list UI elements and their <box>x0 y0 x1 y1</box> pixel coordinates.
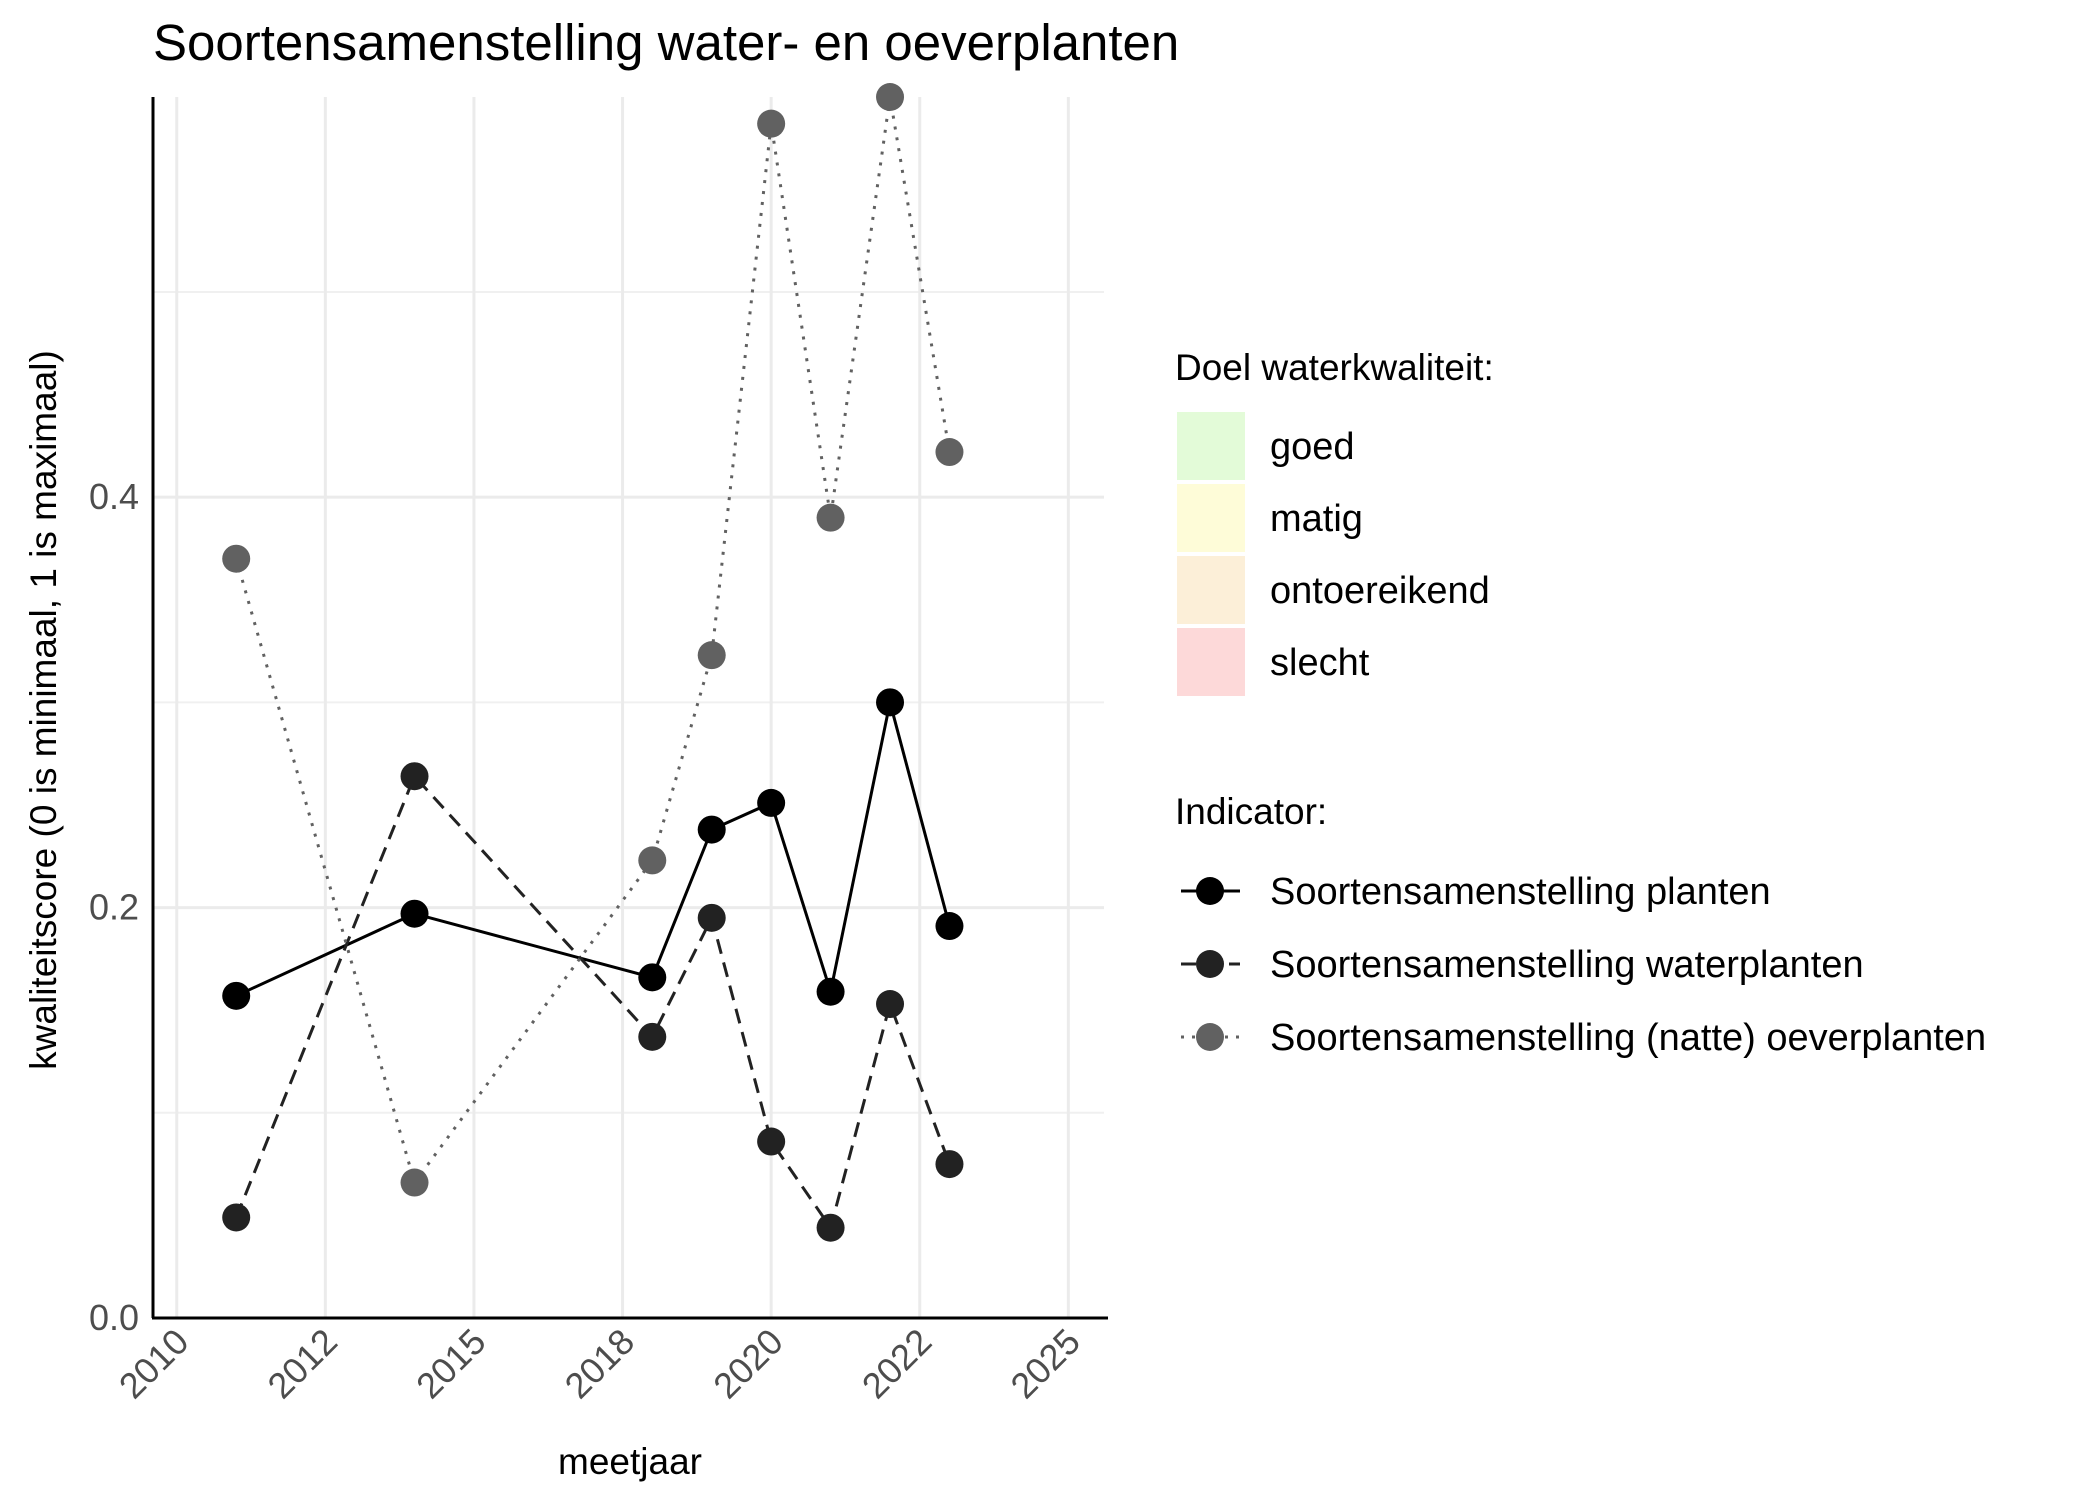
legend-quality-label: matig <box>1270 498 1363 540</box>
data-point <box>935 438 964 467</box>
data-point <box>876 688 905 717</box>
data-point <box>638 963 667 992</box>
data-point <box>757 1127 786 1156</box>
data-point <box>935 912 964 941</box>
legend-key-goed <box>1177 412 1245 480</box>
legend-quality-label: ontoereikend <box>1270 570 1490 612</box>
legend-series-label: Soortensamenstelling waterplanten <box>1270 944 1864 986</box>
legend-indicator-title: Indicator: <box>1175 791 1327 832</box>
data-point <box>876 990 905 1019</box>
y-tick-label: 0.4 <box>89 476 139 517</box>
series-line <box>235 702 951 998</box>
legend-key-ontoereikend <box>1177 556 1245 624</box>
data-point <box>757 109 786 138</box>
series-1 <box>222 762 964 1242</box>
series-line <box>234 773 951 1232</box>
legend-quality-label: slecht <box>1270 642 1370 684</box>
data-point <box>816 977 845 1006</box>
data-point <box>222 544 251 573</box>
data-point <box>697 815 726 844</box>
series-2 <box>222 83 964 1197</box>
data-point <box>697 641 726 670</box>
x-tick-label: 2012 <box>259 1321 345 1407</box>
data-point <box>222 981 251 1010</box>
legend-key-point <box>1196 1023 1224 1051</box>
y-tick-label: 0.2 <box>89 887 139 928</box>
y-tick-label: 0.0 <box>89 1297 139 1338</box>
data-point <box>876 83 905 111</box>
grid-minor <box>153 290 1104 1114</box>
x-tick-label: 2015 <box>408 1321 494 1407</box>
x-tick-label: 2022 <box>854 1321 940 1407</box>
chart-title: Soortensamenstelling water- en oeverplan… <box>153 14 1179 71</box>
x-tick-label: 2020 <box>705 1321 791 1407</box>
data-point <box>400 762 429 791</box>
y-tick-labels: 0.0 0.2 0.4 <box>89 476 139 1338</box>
data-point <box>400 899 429 928</box>
x-tick-label: 2018 <box>557 1321 643 1407</box>
series-line <box>234 96 951 1186</box>
legend-quality-title: Doel waterkwaliteit: <box>1175 347 1494 388</box>
data-point <box>222 1203 251 1232</box>
x-tick-labels: 2010 2012 2015 2018 2020 2022 2025 <box>111 1321 1088 1407</box>
data-point <box>638 1022 667 1051</box>
legend-series-label: Soortensamenstelling planten <box>1270 871 1771 913</box>
legend-key-point <box>1196 877 1224 905</box>
data-point <box>638 846 667 875</box>
data-point <box>757 788 786 817</box>
legend-indicator: Indicator: Soortensamenstelling planten S… <box>1175 791 1986 1059</box>
series-layer <box>222 83 964 1242</box>
data-point <box>816 1213 845 1242</box>
legend-key-point <box>1196 950 1224 978</box>
legend-quality-label: goed <box>1270 426 1355 468</box>
data-point <box>400 1168 429 1197</box>
legend-series-label: Soortensamenstelling (natte) oeverplante… <box>1270 1017 1986 1059</box>
legend-key-slecht <box>1177 628 1245 696</box>
data-point <box>935 1150 964 1179</box>
legend-key-matig <box>1177 484 1245 552</box>
legend-quality: Doel waterkwaliteit: goed matig ontoereike… <box>1175 347 1494 696</box>
x-axis-title: meetjaar <box>558 1441 702 1482</box>
series-0 <box>222 688 964 1010</box>
data-point <box>697 903 726 932</box>
grid-major <box>153 97 1104 1320</box>
x-tick-label: 2025 <box>1002 1321 1088 1407</box>
y-axis-title: kwaliteitscore (0 is minimaal, 1 is maxi… <box>23 350 64 1070</box>
data-point <box>816 503 845 532</box>
